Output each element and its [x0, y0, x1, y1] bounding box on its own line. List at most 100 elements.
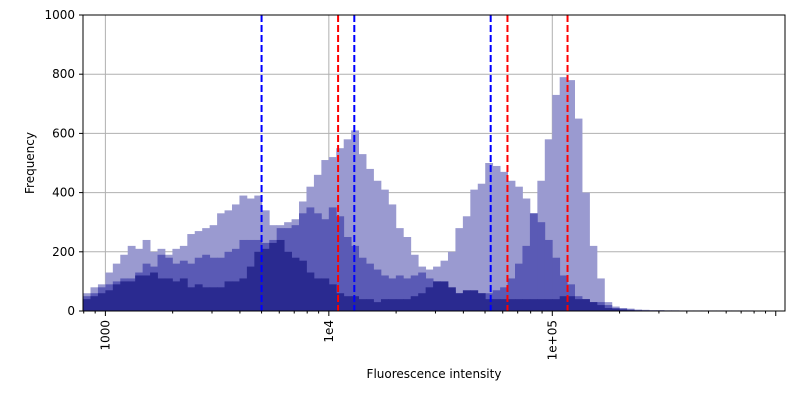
histogram-bar [157, 278, 166, 311]
histogram-bar [336, 216, 345, 311]
histogram-bar [202, 254, 211, 311]
histogram-bar [552, 94, 561, 311]
histogram-bar [567, 80, 575, 312]
histogram-bar [351, 296, 360, 311]
histogram-bar [529, 299, 538, 311]
histogram-bar [515, 299, 523, 311]
histogram-bar [291, 257, 300, 311]
histogram-bar [284, 251, 292, 311]
histogram-bar [544, 239, 553, 311]
histogram-bar [507, 299, 516, 311]
histogram-bar [172, 281, 181, 311]
histogram-bar [388, 204, 397, 311]
histogram-bar [358, 257, 367, 311]
histogram-bar [559, 77, 568, 311]
histogram-bar [507, 278, 516, 311]
histogram-bar [83, 299, 91, 311]
histogram-bar [246, 266, 255, 311]
histogram-bar [537, 222, 546, 311]
histogram-bar [209, 287, 218, 311]
histogram-bar [596, 305, 605, 311]
histogram-bar [120, 281, 129, 311]
x-axis-label: Fluorescence intensity [367, 367, 502, 381]
histogram-bar [373, 269, 382, 311]
histogram-bar [477, 183, 486, 311]
histogram-bar [507, 180, 516, 311]
histogram-bar [582, 299, 590, 311]
y-tick-label: 1000 [44, 8, 75, 22]
histogram-bar [105, 290, 114, 311]
histogram-bar [224, 281, 233, 311]
histogram-bar [500, 171, 508, 311]
histogram-bar [589, 245, 598, 311]
histogram-bar [135, 275, 144, 311]
histogram-bars [83, 77, 786, 312]
histogram-bar [97, 293, 106, 311]
histogram-bar [217, 257, 225, 311]
histogram-bar [373, 302, 382, 311]
histogram-bar [373, 180, 382, 311]
histogram-bar [485, 163, 494, 311]
y-tick-label: 200 [52, 245, 75, 259]
histogram-bar [559, 296, 568, 311]
x-tick-label: 1e+05 [545, 320, 559, 360]
y-axis-label: Frequency [23, 132, 37, 194]
histogram-bar [366, 299, 374, 311]
histogram-bar [261, 248, 270, 311]
histogram-bar [447, 251, 456, 311]
histogram-bar [395, 275, 404, 311]
histogram-bar [470, 189, 479, 311]
histogram-bar [462, 290, 471, 311]
histogram-bar [515, 186, 523, 311]
histogram-bar [619, 309, 628, 311]
histogram-bar [388, 278, 397, 311]
histogram-bar [552, 257, 561, 311]
histogram-bar [410, 296, 419, 311]
histogram-bar [343, 296, 352, 311]
histogram-bar [239, 239, 248, 311]
histogram-bar [380, 189, 389, 311]
histogram-bar [276, 239, 285, 311]
histogram-bar [380, 275, 389, 311]
histogram-bar [179, 278, 188, 311]
y-tick-label: 600 [52, 126, 75, 140]
histogram-bar [366, 168, 374, 311]
histogram-bar [366, 263, 374, 311]
histogram-bar [142, 275, 151, 311]
histogram-bar [299, 260, 307, 311]
histogram-bar [403, 237, 412, 311]
histogram-bar [254, 251, 263, 311]
histogram-bar [306, 272, 315, 311]
histogram-bar [209, 257, 218, 311]
histogram-bar [395, 228, 404, 311]
y-tick-label: 800 [52, 67, 75, 81]
histogram-bar [187, 287, 196, 311]
histogram-bar [582, 192, 590, 311]
histogram-bar [388, 299, 397, 311]
histogram-bar [522, 245, 531, 311]
histogram-bar [455, 293, 464, 311]
histogram-bar [589, 302, 598, 311]
histogram-bar [336, 293, 345, 311]
histogram-bar [269, 242, 278, 311]
y-tick-label: 400 [52, 186, 75, 200]
histogram-bar [447, 287, 456, 311]
plot-frame [82, 14, 786, 312]
histogram-bar [306, 207, 315, 311]
histogram-bar [343, 237, 352, 311]
histogram-bar [395, 299, 404, 311]
histogram-bar [358, 154, 367, 311]
histogram-bar [231, 281, 240, 311]
histogram-bar [90, 296, 99, 311]
histogram-bar [127, 281, 136, 311]
histogram-bar [470, 290, 479, 311]
histogram-bar [455, 228, 464, 311]
histogram-bar [462, 216, 471, 311]
histogram-bar [574, 299, 583, 311]
histogram-bar [522, 299, 531, 311]
histogram-bar [231, 248, 240, 311]
x-axis-ticks: 1000 1e4 1e+05 [83, 311, 777, 360]
histogram-bar [596, 278, 605, 311]
threshold-lines [260, 15, 569, 311]
histogram-bar [328, 207, 337, 311]
